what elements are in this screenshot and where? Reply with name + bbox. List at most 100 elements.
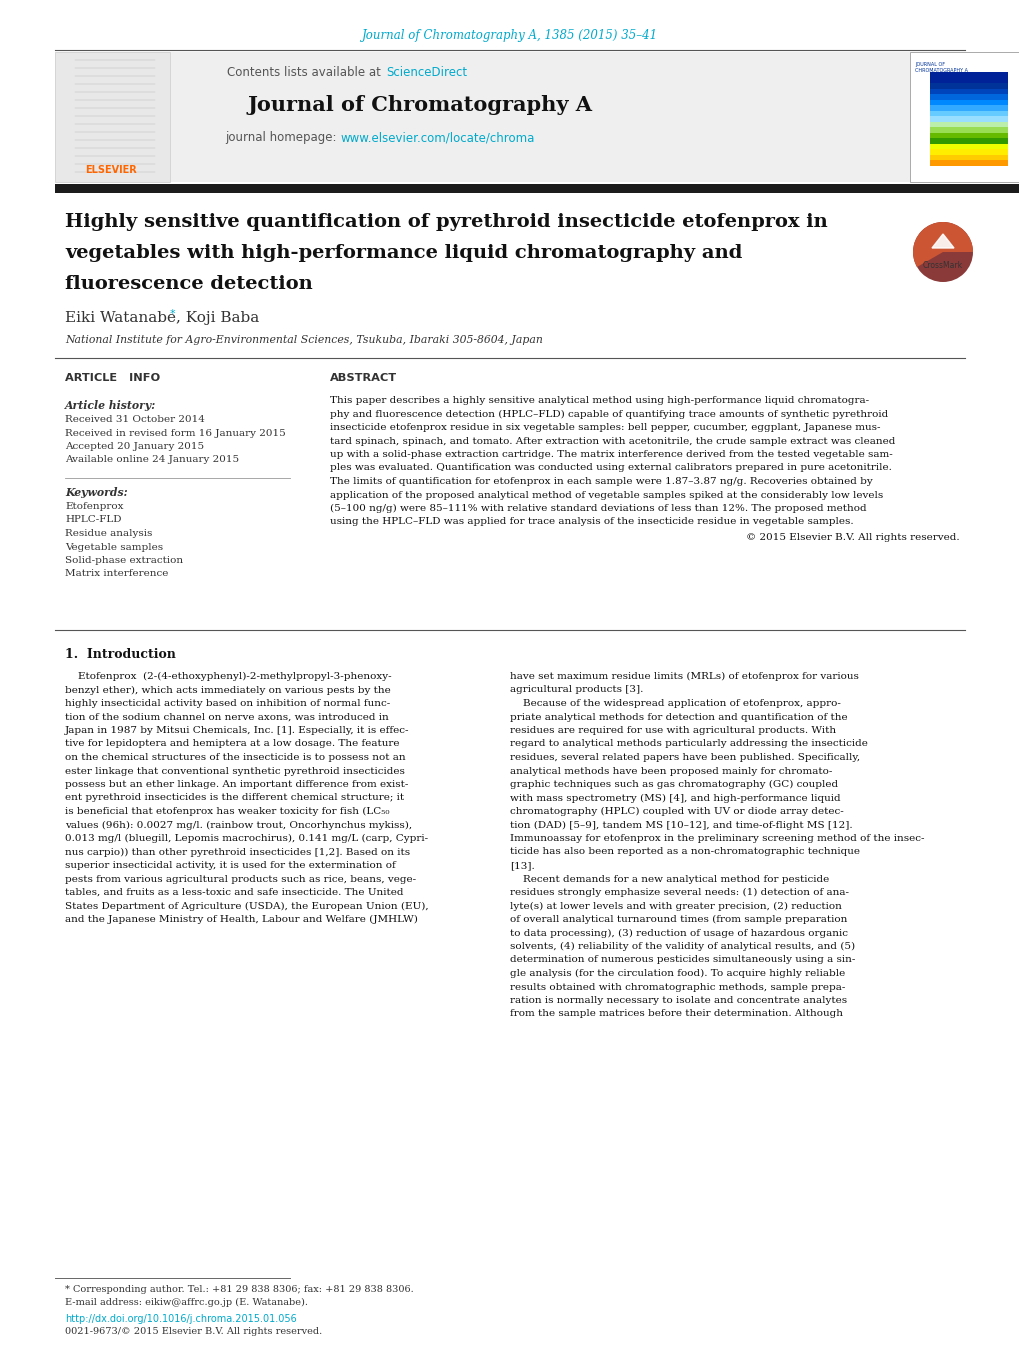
Text: up with a solid-phase extraction cartridge. The matrix interference derived from: up with a solid-phase extraction cartrid…	[330, 450, 892, 459]
Text: analytical methods have been proposed mainly for chromato-: analytical methods have been proposed ma…	[510, 766, 832, 775]
Text: Accepted 20 January 2015: Accepted 20 January 2015	[65, 442, 204, 451]
Text: is beneficial that etofenprox has weaker toxicity for fish (LC₅₀: is beneficial that etofenprox has weaker…	[65, 807, 389, 816]
Text: E-mail address: eikiw@affrc.go.jp (E. Watanabe).: E-mail address: eikiw@affrc.go.jp (E. Wa…	[65, 1298, 308, 1308]
Text: phy and fluorescence detection (HPLC–FLD) capable of quantifying trace amounts o: phy and fluorescence detection (HPLC–FLD…	[330, 409, 888, 419]
Text: determination of numerous pesticides simultaneously using a sin-: determination of numerous pesticides sim…	[510, 955, 855, 965]
Text: States Department of Agriculture (USDA), the European Union (EU),: States Department of Agriculture (USDA),…	[65, 901, 428, 911]
Text: solvents, (4) reliability of the validity of analytical results, and (5): solvents, (4) reliability of the validit…	[510, 942, 854, 951]
Text: and the Japanese Ministry of Health, Labour and Welfare (JMHLW): and the Japanese Ministry of Health, Lab…	[65, 915, 418, 924]
Text: benzyl ether), which acts immediately on various pests by the: benzyl ether), which acts immediately on…	[65, 685, 390, 694]
Text: Etofenprox: Etofenprox	[65, 503, 123, 511]
Text: ticide has also been reported as a non-chromatographic technique: ticide has also been reported as a non-c…	[510, 847, 859, 857]
Text: *: *	[170, 309, 175, 319]
Text: of overall analytical turnaround times (from sample preparation: of overall analytical turnaround times (…	[510, 915, 847, 924]
Text: insecticide etofenprox residue in six vegetable samples: bell pepper, cucumber, : insecticide etofenprox residue in six ve…	[330, 423, 879, 432]
Text: ARTICLE   INFO: ARTICLE INFO	[65, 373, 160, 382]
Bar	[909, 51, 1019, 182]
Text: lyte(s) at lower levels and with greater precision, (2) reduction: lyte(s) at lower levels and with greater…	[510, 901, 841, 911]
Text: © 2015 Elsevier B.V. All rights reserved.: © 2015 Elsevier B.V. All rights reserved…	[746, 534, 959, 542]
Text: 0021-9673/© 2015 Elsevier B.V. All rights reserved.: 0021-9673/© 2015 Elsevier B.V. All right…	[65, 1327, 322, 1336]
Text: Recent demands for a new analytical method for pesticide: Recent demands for a new analytical meth…	[510, 874, 828, 884]
Text: nus carpio)) than other pyrethroid insecticides [1,2]. Based on its: nus carpio)) than other pyrethroid insec…	[65, 847, 410, 857]
Text: graphic techniques such as gas chromatography (GC) coupled: graphic techniques such as gas chromatog…	[510, 780, 838, 789]
Text: Eiki Watanabe: Eiki Watanabe	[65, 311, 176, 326]
Text: application of the proposed analytical method of vegetable samples spiked at the: application of the proposed analytical m…	[330, 490, 882, 500]
Wedge shape	[912, 222, 972, 267]
Text: vegetables with high-performance liquid chromatography and: vegetables with high-performance liquid …	[65, 245, 742, 262]
Polygon shape	[931, 234, 953, 249]
Bar	[929, 77, 1007, 82]
Text: values (96h): 0.0027 mg/l. (rainbow trout, Oncorhynchus mykiss),: values (96h): 0.0027 mg/l. (rainbow trou…	[65, 820, 412, 830]
Text: tive for lepidoptera and hemiptera at a low dosage. The feature: tive for lepidoptera and hemiptera at a …	[65, 739, 399, 748]
Text: with mass spectrometry (MS) [4], and high-performance liquid: with mass spectrometry (MS) [4], and hig…	[510, 793, 840, 802]
Text: residues, several related papers have been published. Specifically,: residues, several related papers have be…	[510, 753, 859, 762]
Text: Received in revised form 16 January 2015: Received in revised form 16 January 2015	[65, 428, 285, 438]
Text: residues strongly emphasize several needs: (1) detection of ana-: residues strongly emphasize several need…	[510, 888, 848, 897]
Text: using the HPLC–FLD was applied for trace analysis of the insecticide residue in : using the HPLC–FLD was applied for trace…	[330, 517, 853, 527]
Text: results obtained with chromatographic methods, sample prepa-: results obtained with chromatographic me…	[510, 982, 845, 992]
Bar	[929, 132, 1007, 138]
Circle shape	[912, 222, 972, 282]
Text: CrossMark: CrossMark	[922, 262, 962, 270]
Text: ester linkage that conventional synthetic pyrethroid insecticides: ester linkage that conventional syntheti…	[65, 766, 405, 775]
Bar	[929, 122, 1007, 127]
Text: Contents lists available at: Contents lists available at	[227, 65, 384, 78]
Bar	[929, 154, 1007, 159]
Text: [13].: [13].	[510, 861, 534, 870]
Bar	[55, 51, 909, 182]
Text: tard spinach, spinach, and tomato. After extraction with acetonitrile, the crude: tard spinach, spinach, and tomato. After…	[330, 436, 895, 446]
Text: JOURNAL OF
CHROMATOGRAPHY A: JOURNAL OF CHROMATOGRAPHY A	[914, 62, 967, 73]
Text: highly insecticidal activity based on inhibition of normal func-: highly insecticidal activity based on in…	[65, 698, 390, 708]
Bar	[929, 149, 1007, 154]
Text: tion of the sodium channel on nerve axons, was introduced in: tion of the sodium channel on nerve axon…	[65, 712, 388, 721]
Text: Highly sensitive quantification of pyrethroid insecticide etofenprox in: Highly sensitive quantification of pyret…	[65, 213, 827, 231]
Text: Because of the widespread application of etofenprox, appro-: Because of the widespread application of…	[510, 698, 840, 708]
Bar	[929, 82, 1007, 89]
Text: www.elsevier.com/locate/chroma: www.elsevier.com/locate/chroma	[340, 131, 535, 145]
Text: ration is normally necessary to isolate and concentrate analytes: ration is normally necessary to isolate …	[510, 996, 847, 1005]
Text: The limits of quantification for etofenprox in each sample were 1.87–3.87 ng/g. : The limits of quantification for etofenp…	[330, 477, 872, 486]
Text: Matrix interference: Matrix interference	[65, 570, 168, 578]
Text: possess but an ether linkage. An important difference from exist-: possess but an ether linkage. An importa…	[65, 780, 408, 789]
Bar	[929, 100, 1007, 105]
Text: , Koji Baba: , Koji Baba	[176, 311, 259, 326]
Text: regard to analytical methods particularly addressing the insecticide: regard to analytical methods particularl…	[510, 739, 867, 748]
Text: (5–100 ng/g) were 85–111% with relative standard deviations of less than 12%. Th: (5–100 ng/g) were 85–111% with relative …	[330, 504, 866, 513]
Bar	[929, 111, 1007, 116]
Text: ent pyrethroid insecticides is the different chemical structure; it: ent pyrethroid insecticides is the diffe…	[65, 793, 404, 802]
Bar	[55, 51, 170, 182]
Text: gle analysis (for the circulation food). To acquire highly reliable: gle analysis (for the circulation food).…	[510, 969, 845, 978]
Bar	[929, 105, 1007, 111]
Text: ABSTRACT: ABSTRACT	[330, 373, 396, 382]
Text: Japan in 1987 by Mitsui Chemicals, Inc. [1]. Especially, it is effec-: Japan in 1987 by Mitsui Chemicals, Inc. …	[65, 725, 409, 735]
Text: Journal of Chromatography A: Journal of Chromatography A	[248, 95, 592, 115]
Text: Available online 24 January 2015: Available online 24 January 2015	[65, 455, 238, 465]
Text: priate analytical methods for detection and quantification of the: priate analytical methods for detection …	[510, 712, 847, 721]
Text: agricultural products [3].: agricultural products [3].	[510, 685, 643, 694]
Text: This paper describes a highly sensitive analytical method using high-performance: This paper describes a highly sensitive …	[330, 396, 868, 405]
Text: to data processing), (3) reduction of usage of hazardous organic: to data processing), (3) reduction of us…	[510, 928, 847, 938]
Bar	[929, 95, 1007, 100]
Text: have set maximum residue limits (MRLs) of etofenprox for various: have set maximum residue limits (MRLs) o…	[510, 671, 858, 681]
Text: fluorescence detection: fluorescence detection	[65, 276, 313, 293]
Text: superior insecticidal activity, it is used for the extermination of: superior insecticidal activity, it is us…	[65, 861, 395, 870]
Text: Residue analysis: Residue analysis	[65, 530, 152, 538]
Text: Received 31 October 2014: Received 31 October 2014	[65, 415, 205, 424]
Bar	[929, 89, 1007, 95]
Bar	[929, 116, 1007, 122]
Bar	[929, 72, 1007, 77]
Text: ScienceDirect: ScienceDirect	[385, 65, 467, 78]
Text: from the sample matrices before their determination. Although: from the sample matrices before their de…	[510, 1009, 842, 1019]
Text: Keywords:: Keywords:	[65, 486, 127, 499]
Bar	[55, 184, 1019, 193]
Text: National Institute for Agro-Environmental Sciences, Tsukuba, Ibaraki 305-8604, J: National Institute for Agro-Environmenta…	[65, 335, 542, 345]
Text: Solid-phase extraction: Solid-phase extraction	[65, 557, 183, 565]
Text: residues are required for use with agricultural products. With: residues are required for use with agric…	[510, 725, 836, 735]
Text: journal homepage:: journal homepage:	[224, 131, 339, 145]
Text: * Corresponding author. Tel.: +81 29 838 8306; fax: +81 29 838 8306.: * Corresponding author. Tel.: +81 29 838…	[65, 1285, 414, 1294]
Bar	[929, 138, 1007, 143]
Text: Immunoassay for etofenprox in the preliminary screening method of the insec-: Immunoassay for etofenprox in the prelim…	[510, 834, 923, 843]
Text: ELSEVIER: ELSEVIER	[85, 165, 137, 176]
Text: ples was evaluated. Quantification was conducted using external calibrators prep: ples was evaluated. Quantification was c…	[330, 463, 891, 473]
Text: HPLC-FLD: HPLC-FLD	[65, 516, 121, 524]
